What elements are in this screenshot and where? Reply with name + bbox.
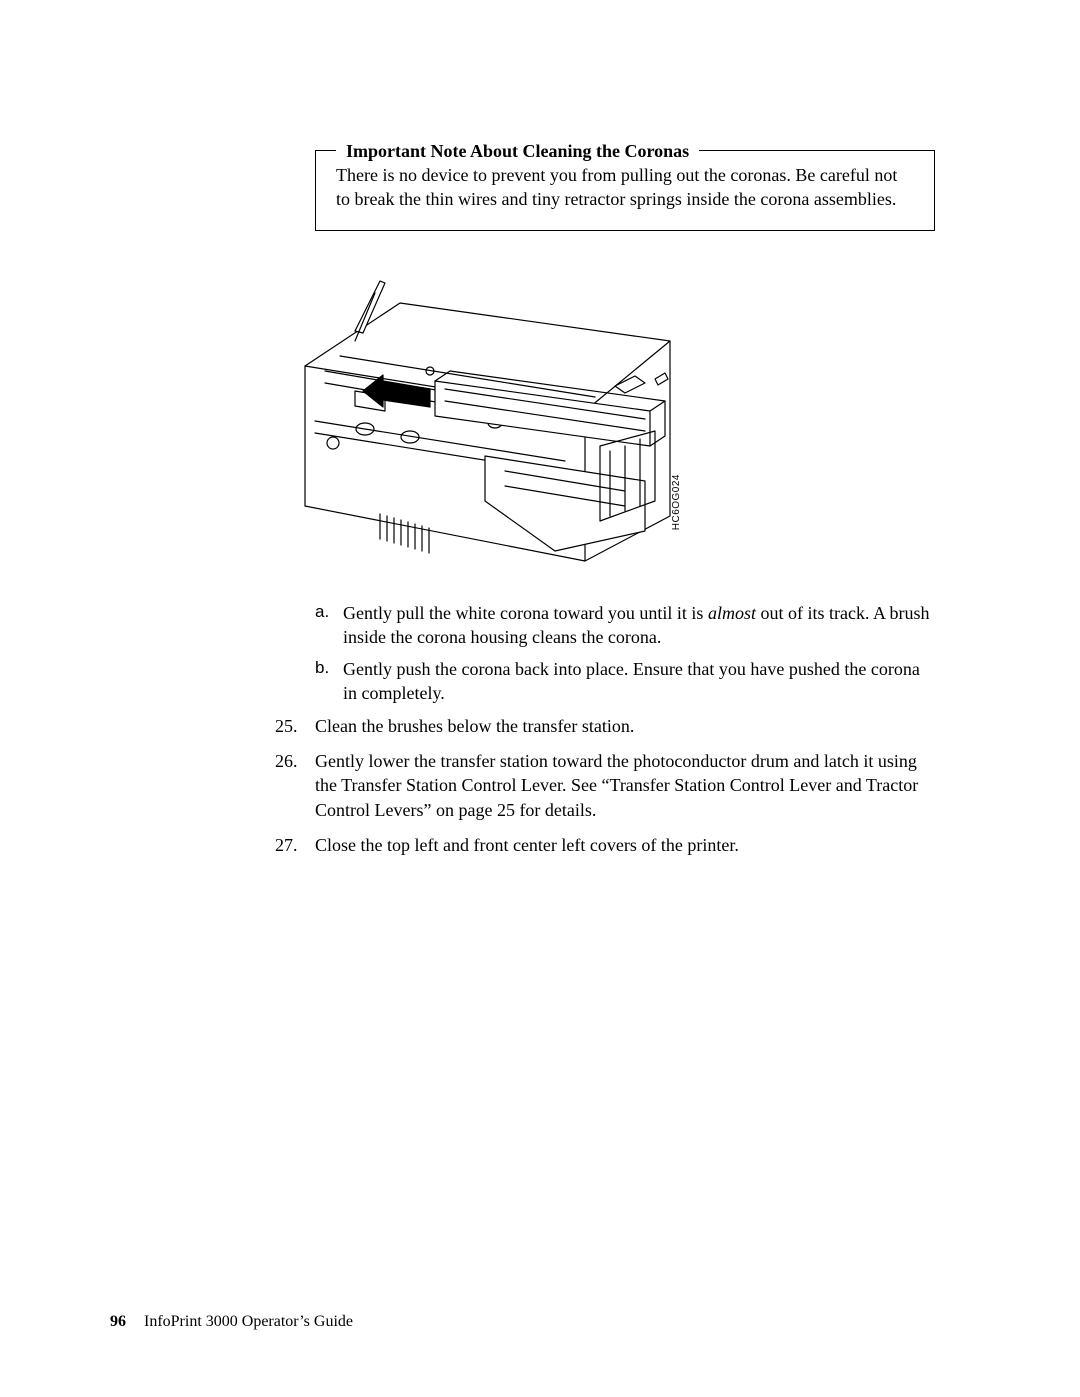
list-item: 27. Close the top left and front center … xyxy=(275,833,935,858)
sub-step-marker: a. xyxy=(315,601,343,650)
sub-step-text: Gently push the corona back into place. … xyxy=(343,657,935,706)
page: Important Note About Cleaning the Corona… xyxy=(0,0,1080,1397)
sub-step-list: a. Gently pull the white corona toward y… xyxy=(315,601,935,706)
printer-diagram-icon xyxy=(285,271,680,571)
figure-corona-cleaning: HC6OG024 xyxy=(285,271,680,571)
list-item: 26. Gently lower the transfer station to… xyxy=(275,749,935,823)
emphasis: almost xyxy=(708,603,756,623)
page-footer: 96 InfoPrint 3000 Operator’s Guide xyxy=(110,1313,353,1331)
sub-step-marker: b. xyxy=(315,657,343,706)
step-text: Gently lower the transfer station toward… xyxy=(315,749,935,823)
step-marker: 27. xyxy=(275,833,315,858)
step-marker: 25. xyxy=(275,714,315,739)
text-segment: Gently pull the white corona toward you … xyxy=(343,603,708,623)
list-item: 25. Clean the brushes below the transfer… xyxy=(275,714,935,739)
page-number: 96 xyxy=(110,1313,126,1330)
important-note-box: Important Note About Cleaning the Corona… xyxy=(315,150,935,231)
book-title: InfoPrint 3000 Operator’s Guide xyxy=(144,1313,353,1330)
step-marker: 26. xyxy=(275,749,315,823)
numbered-step-list: 25. Clean the brushes below the transfer… xyxy=(315,714,935,858)
step-text: Close the top left and front center left… xyxy=(315,833,935,858)
figure-code: HC6OG024 xyxy=(671,474,682,530)
list-item: b. Gently push the corona back into plac… xyxy=(315,657,935,706)
note-body: There is no device to prevent you from p… xyxy=(336,163,914,212)
sub-step-text: Gently pull the white corona toward you … xyxy=(343,601,935,650)
note-title: Important Note About Cleaning the Corona… xyxy=(336,141,699,162)
content-column: Important Note About Cleaning the Corona… xyxy=(315,150,935,858)
step-text: Clean the brushes below the transfer sta… xyxy=(315,714,935,739)
list-item: a. Gently pull the white corona toward y… xyxy=(315,601,935,650)
